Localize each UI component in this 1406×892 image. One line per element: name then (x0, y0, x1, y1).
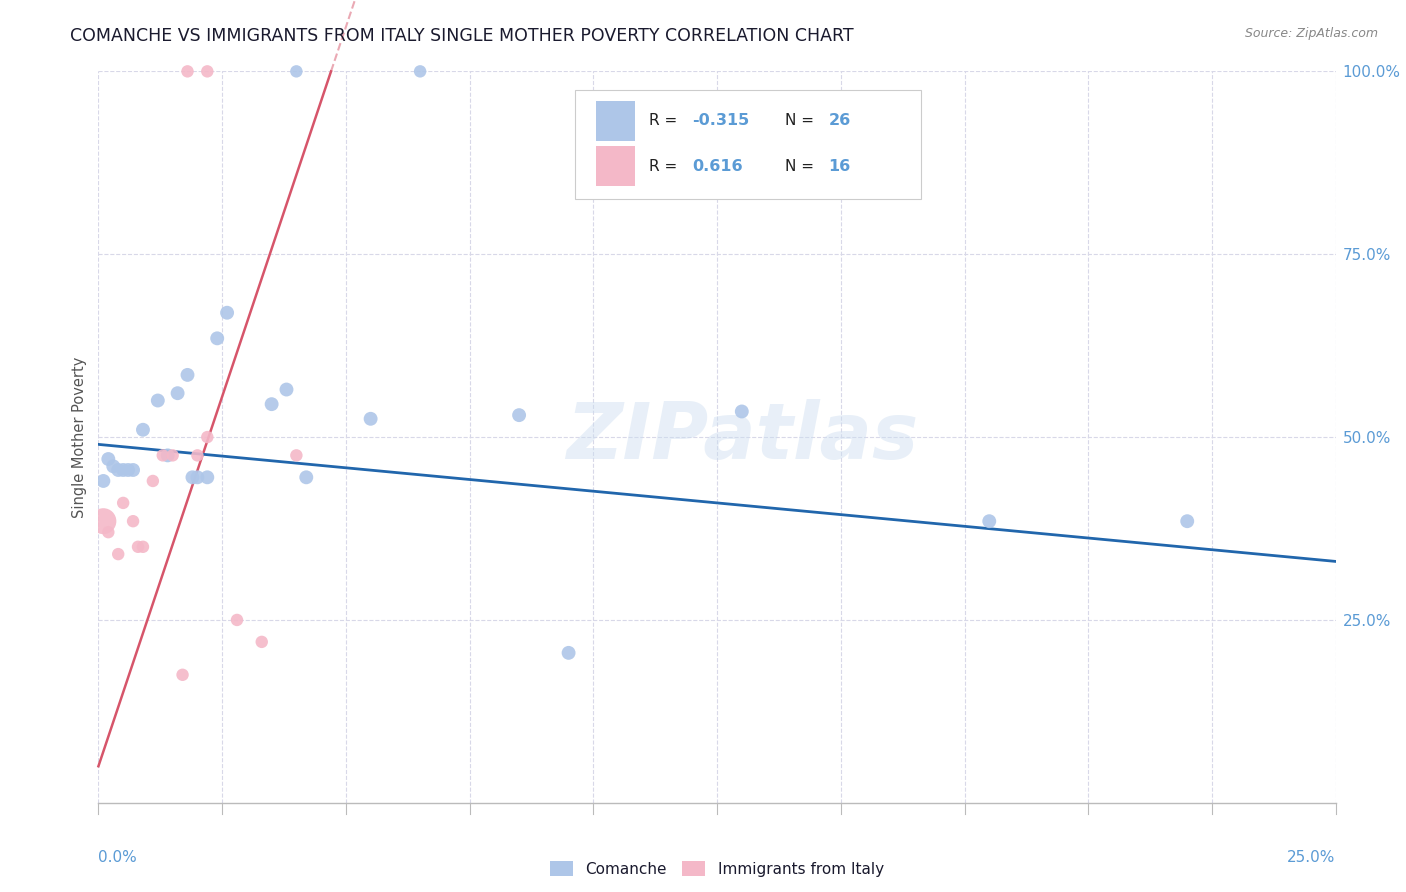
Point (172, 667, 194, 681)
Point (162, 449, 184, 463)
Legend: Comanche, Immigrants from Italy: Comanche, Immigrants from Italy (544, 855, 890, 883)
Point (107, 547, 129, 561)
Bar (596, 101, 636, 141)
Point (127, 540, 149, 554)
Point (132, 423, 155, 437)
Point (285, 64, 308, 78)
Point (166, 386, 188, 401)
Point (285, 449, 308, 463)
Point (112, 463, 135, 477)
Text: 25.0%: 25.0% (1288, 850, 1336, 865)
Bar (596, 146, 636, 186)
Point (195, 430, 218, 444)
Text: R =: R = (650, 159, 682, 174)
Point (731, 404, 754, 418)
Text: -0.315: -0.315 (692, 113, 749, 128)
Point (142, 474, 165, 488)
Text: 16: 16 (828, 159, 851, 174)
Y-axis label: Single Mother Poverty: Single Mother Poverty (72, 357, 87, 517)
Point (226, 613, 249, 627)
Point (195, 470, 218, 484)
Text: N =: N = (785, 113, 818, 128)
Point (979, 514, 1001, 528)
Text: Source: ZipAtlas.com: Source: ZipAtlas.com (1244, 27, 1378, 40)
Text: 0.616: 0.616 (692, 159, 742, 174)
Point (186, 449, 208, 463)
Point (276, 383, 298, 397)
Point (97, 452, 120, 467)
Text: 0.0%: 0.0% (98, 850, 138, 865)
Point (360, 412, 382, 426)
Text: ZIPatlas: ZIPatlas (565, 399, 918, 475)
Point (117, 463, 139, 477)
Point (250, 635, 273, 649)
Point (152, 449, 174, 463)
Point (295, 470, 318, 484)
Point (181, 470, 204, 484)
Point (156, 449, 179, 463)
Text: N =: N = (785, 159, 818, 174)
Point (217, 306, 239, 320)
Point (93, 474, 115, 488)
Point (107, 463, 129, 477)
Point (186, 470, 208, 484)
Point (176, 64, 198, 78)
Point (112, 496, 135, 510)
Point (409, 64, 432, 78)
Text: COMANCHE VS IMMIGRANTS FROM ITALY SINGLE MOTHER POVERTY CORRELATION CHART: COMANCHE VS IMMIGRANTS FROM ITALY SINGLE… (70, 27, 853, 45)
Point (1175, 514, 1198, 528)
Text: R =: R = (650, 113, 682, 128)
Point (176, 368, 198, 382)
Point (122, 514, 145, 528)
Point (205, 331, 228, 345)
FancyBboxPatch shape (575, 90, 921, 200)
Point (93, 514, 115, 528)
Point (146, 393, 169, 408)
Point (195, 64, 218, 78)
Point (260, 397, 283, 411)
Point (508, 408, 530, 422)
Point (557, 646, 579, 660)
Point (103, 459, 125, 474)
Point (132, 540, 155, 554)
Point (97, 525, 120, 540)
Text: 26: 26 (828, 113, 851, 128)
Point (122, 463, 145, 477)
